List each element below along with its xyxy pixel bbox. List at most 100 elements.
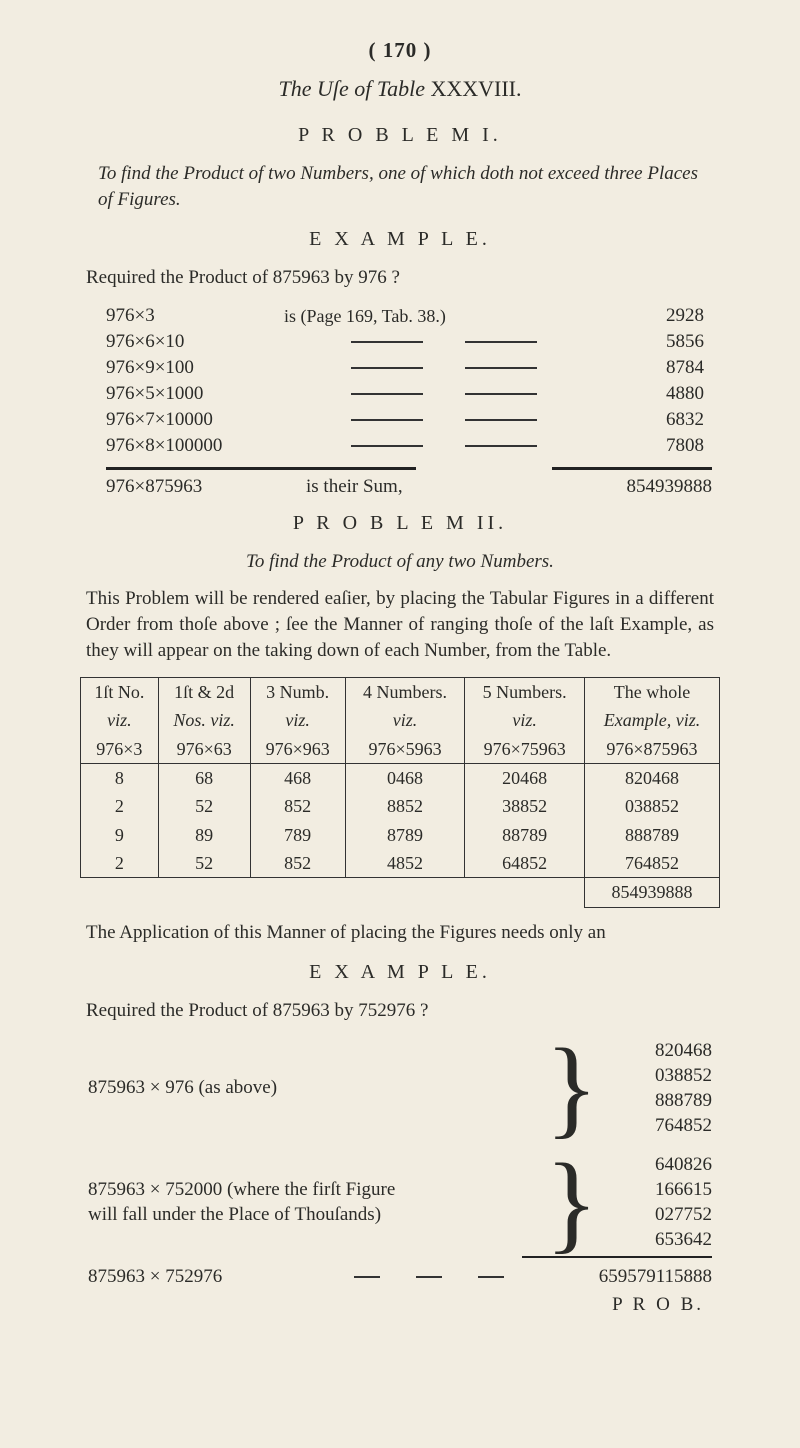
td: 38852: [465, 792, 585, 820]
example-heading-1: E X A M P L E.: [58, 226, 742, 253]
table-row: 9 89 789 8789 88789 888789: [81, 821, 720, 849]
mult-lhs: 976×6×10: [106, 329, 284, 355]
table-row: 2 52 852 8852 38852 038852: [81, 792, 720, 820]
th: Example, viz.: [584, 706, 719, 734]
table-total-row: 854939888: [81, 878, 720, 907]
table-row: 976×3 976×63 976×963 976×5963 976×75963 …: [81, 735, 720, 764]
td: 68: [158, 764, 250, 793]
example-heading-2: E X A M P L E.: [58, 959, 742, 986]
mult-lhs: 976×9×100: [106, 355, 284, 381]
multiplication-list: 976×3 is (Page 169, Tab. 38.) 2928 976×6…: [106, 303, 704, 459]
brace-num: 820468: [602, 1038, 712, 1063]
td: 64852: [465, 849, 585, 878]
problem-1-statement: To find the Product of two Numbers, one …: [98, 161, 702, 212]
prob-label: P R O B.: [58, 1292, 704, 1318]
mult-lhs: 976×5×1000: [106, 381, 284, 407]
mult-rhs: 6832: [604, 407, 704, 433]
title-num: XXXVIII.: [430, 76, 521, 101]
th: Nos. viz.: [158, 706, 250, 734]
brace-num: 888789: [602, 1088, 712, 1113]
table-row: 8 68 468 0468 20468 820468: [81, 764, 720, 793]
th: 976×63: [158, 735, 250, 764]
td: 2: [81, 792, 159, 820]
mult-row: 976×3 is (Page 169, Tab. 38.) 2928: [106, 303, 704, 329]
dash-icon: [354, 1276, 380, 1278]
mult-rhs: 8784: [604, 355, 704, 381]
table-row: 2 52 852 4852 64852 764852: [81, 849, 720, 878]
th: 976×875963: [584, 735, 719, 764]
sum-mid: is their Sum,: [306, 474, 552, 500]
final-line: 875963 × 752976 659579115888: [88, 1264, 712, 1290]
td: 852: [250, 849, 345, 878]
dash-icon: [416, 1276, 442, 1278]
th: The whole: [584, 678, 719, 707]
explanation-paragraph: This Problem will be rendered eaſier, by…: [86, 586, 714, 663]
mult-rhs: 2928: [604, 303, 704, 329]
brace-nums: 820468 038852 888789 764852: [602, 1038, 712, 1138]
required-line-1: Required the Product of 875963 by 976 ?: [86, 265, 714, 291]
brace-block-2: 875963 × 752000 (where the firſt Figure …: [88, 1152, 712, 1252]
dash-icon: [478, 1276, 504, 1278]
th: 5 Numbers.: [465, 678, 585, 707]
th: 1ſt & 2d: [158, 678, 250, 707]
td: 52: [158, 849, 250, 878]
brace-left-line: will fall under the Place of Thouſands): [88, 1202, 537, 1228]
brace-num: 038852: [602, 1063, 712, 1088]
td: 4852: [345, 849, 465, 878]
td: 89: [158, 821, 250, 849]
mult-row: 976×9×100 8784: [106, 355, 704, 381]
table-row: 1ſt No. 1ſt & 2d 3 Numb. 4 Numbers. 5 Nu…: [81, 678, 720, 707]
brace-num: 640826: [602, 1152, 712, 1177]
mult-dash: [284, 393, 604, 395]
sum-lhs: 976×875963: [106, 474, 306, 500]
brace-left-text: 875963 × 976 (as above): [88, 1075, 537, 1101]
final-rhs: 659579115888: [522, 1264, 712, 1290]
mult-rhs: 7808: [604, 433, 704, 459]
mult-lhs: 976×3: [106, 303, 284, 329]
brace-icon: }: [545, 1041, 598, 1135]
th: viz.: [465, 706, 585, 734]
mult-row: 976×7×10000 6832: [106, 407, 704, 433]
td: 8852: [345, 792, 465, 820]
brace-num: 166615: [602, 1177, 712, 1202]
table-row: viz. Nos. viz. viz. viz. viz. Example, v…: [81, 706, 720, 734]
page-number: ( 170 ): [58, 36, 742, 64]
brace-icon: }: [545, 1156, 598, 1250]
sum-rhs: 854939888: [552, 474, 712, 500]
td: 789: [250, 821, 345, 849]
th: 976×75963: [465, 735, 585, 764]
th: 976×3: [81, 735, 159, 764]
td: 8: [81, 764, 159, 793]
brace-nums: 640826 166615 027752 653642: [602, 1152, 712, 1252]
required-line-2: Required the Product of 875963 by 752976…: [86, 998, 714, 1024]
sum-rule: [106, 467, 712, 470]
th: viz.: [345, 706, 465, 734]
mult-lhs: 976×8×100000: [106, 433, 284, 459]
td: 764852: [584, 849, 719, 878]
mult-dash: [284, 341, 604, 343]
mult-row: 976×6×10 5856: [106, 329, 704, 355]
mult-rhs: 5856: [604, 329, 704, 355]
td: 0468: [345, 764, 465, 793]
td: 888789: [584, 821, 719, 849]
final-lhs: 875963 × 752976: [88, 1264, 336, 1290]
td: 8789: [345, 821, 465, 849]
brace-num: 653642: [602, 1227, 712, 1252]
th: viz.: [250, 706, 345, 734]
td: 2: [81, 849, 159, 878]
td: 038852: [584, 792, 719, 820]
table-total: 854939888: [584, 878, 719, 907]
th: 976×5963: [345, 735, 465, 764]
td: 88789: [465, 821, 585, 849]
mult-dash: [284, 445, 604, 447]
td: 52: [158, 792, 250, 820]
mult-rhs: 4880: [604, 381, 704, 407]
th: 1ſt No.: [81, 678, 159, 707]
brace-block-1: 875963 × 976 (as above) } 820468 038852 …: [88, 1038, 712, 1138]
problem-2-statement: To find the Product of any two Numbers.: [98, 549, 702, 575]
td: 468: [250, 764, 345, 793]
th: 4 Numbers.: [345, 678, 465, 707]
brace-num: 764852: [602, 1113, 712, 1138]
title-prefix: The Uſe of Table: [278, 76, 424, 101]
application-text: The Application of this Manner of placin…: [86, 920, 714, 946]
